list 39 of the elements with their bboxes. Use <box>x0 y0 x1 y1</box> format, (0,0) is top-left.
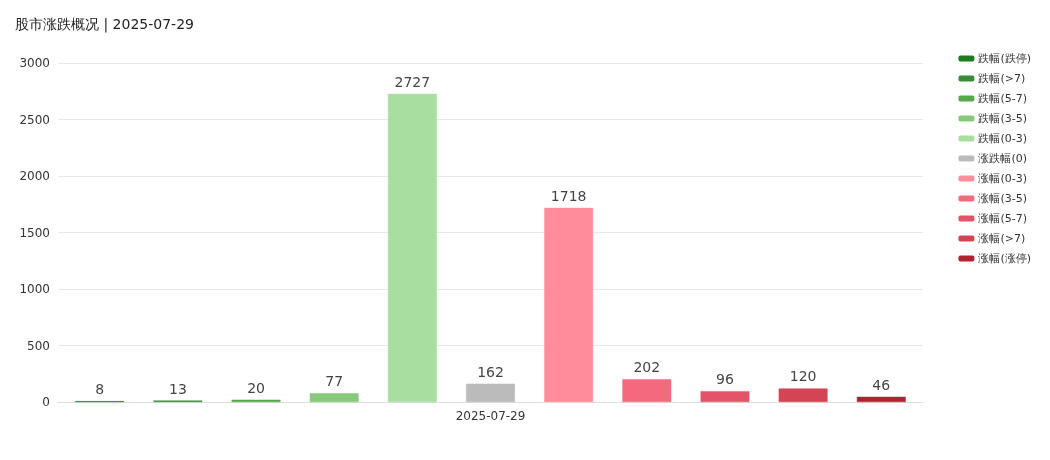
legend-label: 跌幅(5-7) <box>978 92 1027 105</box>
legend-label: 涨幅(3-5) <box>978 192 1027 205</box>
data-label: 202 <box>633 359 661 376</box>
data-label: 162 <box>477 363 504 380</box>
data-label: 46 <box>872 376 891 393</box>
bar <box>466 383 515 402</box>
bar <box>622 379 672 402</box>
legend-label: 跌幅(>7) <box>978 72 1026 85</box>
bar <box>309 393 359 402</box>
data-label: 96 <box>716 371 734 388</box>
bar <box>856 396 906 402</box>
y-tick-label: 0 <box>42 395 50 409</box>
chart-title: 股市涨跌概况 | 2025-07-29 <box>15 16 194 33</box>
legend-label: 涨幅(>7) <box>978 232 1026 245</box>
bar <box>544 207 594 402</box>
data-label: 8 <box>95 381 105 398</box>
y-tick-label: 2500 <box>19 112 50 127</box>
data-label: 1718 <box>550 187 587 204</box>
legend-label: 涨幅(0-3) <box>978 172 1027 185</box>
legend-label: 涨幅(5-7) <box>978 212 1027 225</box>
legend-label: 跌幅(跌停) <box>978 52 1032 65</box>
legend-label: 涨跌幅(0) <box>978 152 1028 165</box>
bar <box>778 388 828 402</box>
bar <box>700 391 750 402</box>
data-label: 13 <box>168 380 187 397</box>
legend-label: 跌幅(0-3) <box>978 132 1027 145</box>
bar <box>387 93 437 402</box>
legend-label: 涨幅(涨停) <box>978 252 1032 265</box>
y-tick-label: 1500 <box>19 225 50 240</box>
data-label: 20 <box>247 379 265 396</box>
x-tick-label: 2025-07-29 <box>455 409 526 423</box>
data-label: 2727 <box>394 73 431 90</box>
data-label: 77 <box>325 373 344 390</box>
y-tick-label: 2000 <box>19 169 50 183</box>
y-tick-label: 500 <box>27 338 50 353</box>
data-label: 120 <box>789 368 817 385</box>
y-tick-label: 1000 <box>19 282 50 296</box>
y-tick-label: 3000 <box>19 56 50 70</box>
legend-label: 跌幅(3-5) <box>978 112 1027 125</box>
